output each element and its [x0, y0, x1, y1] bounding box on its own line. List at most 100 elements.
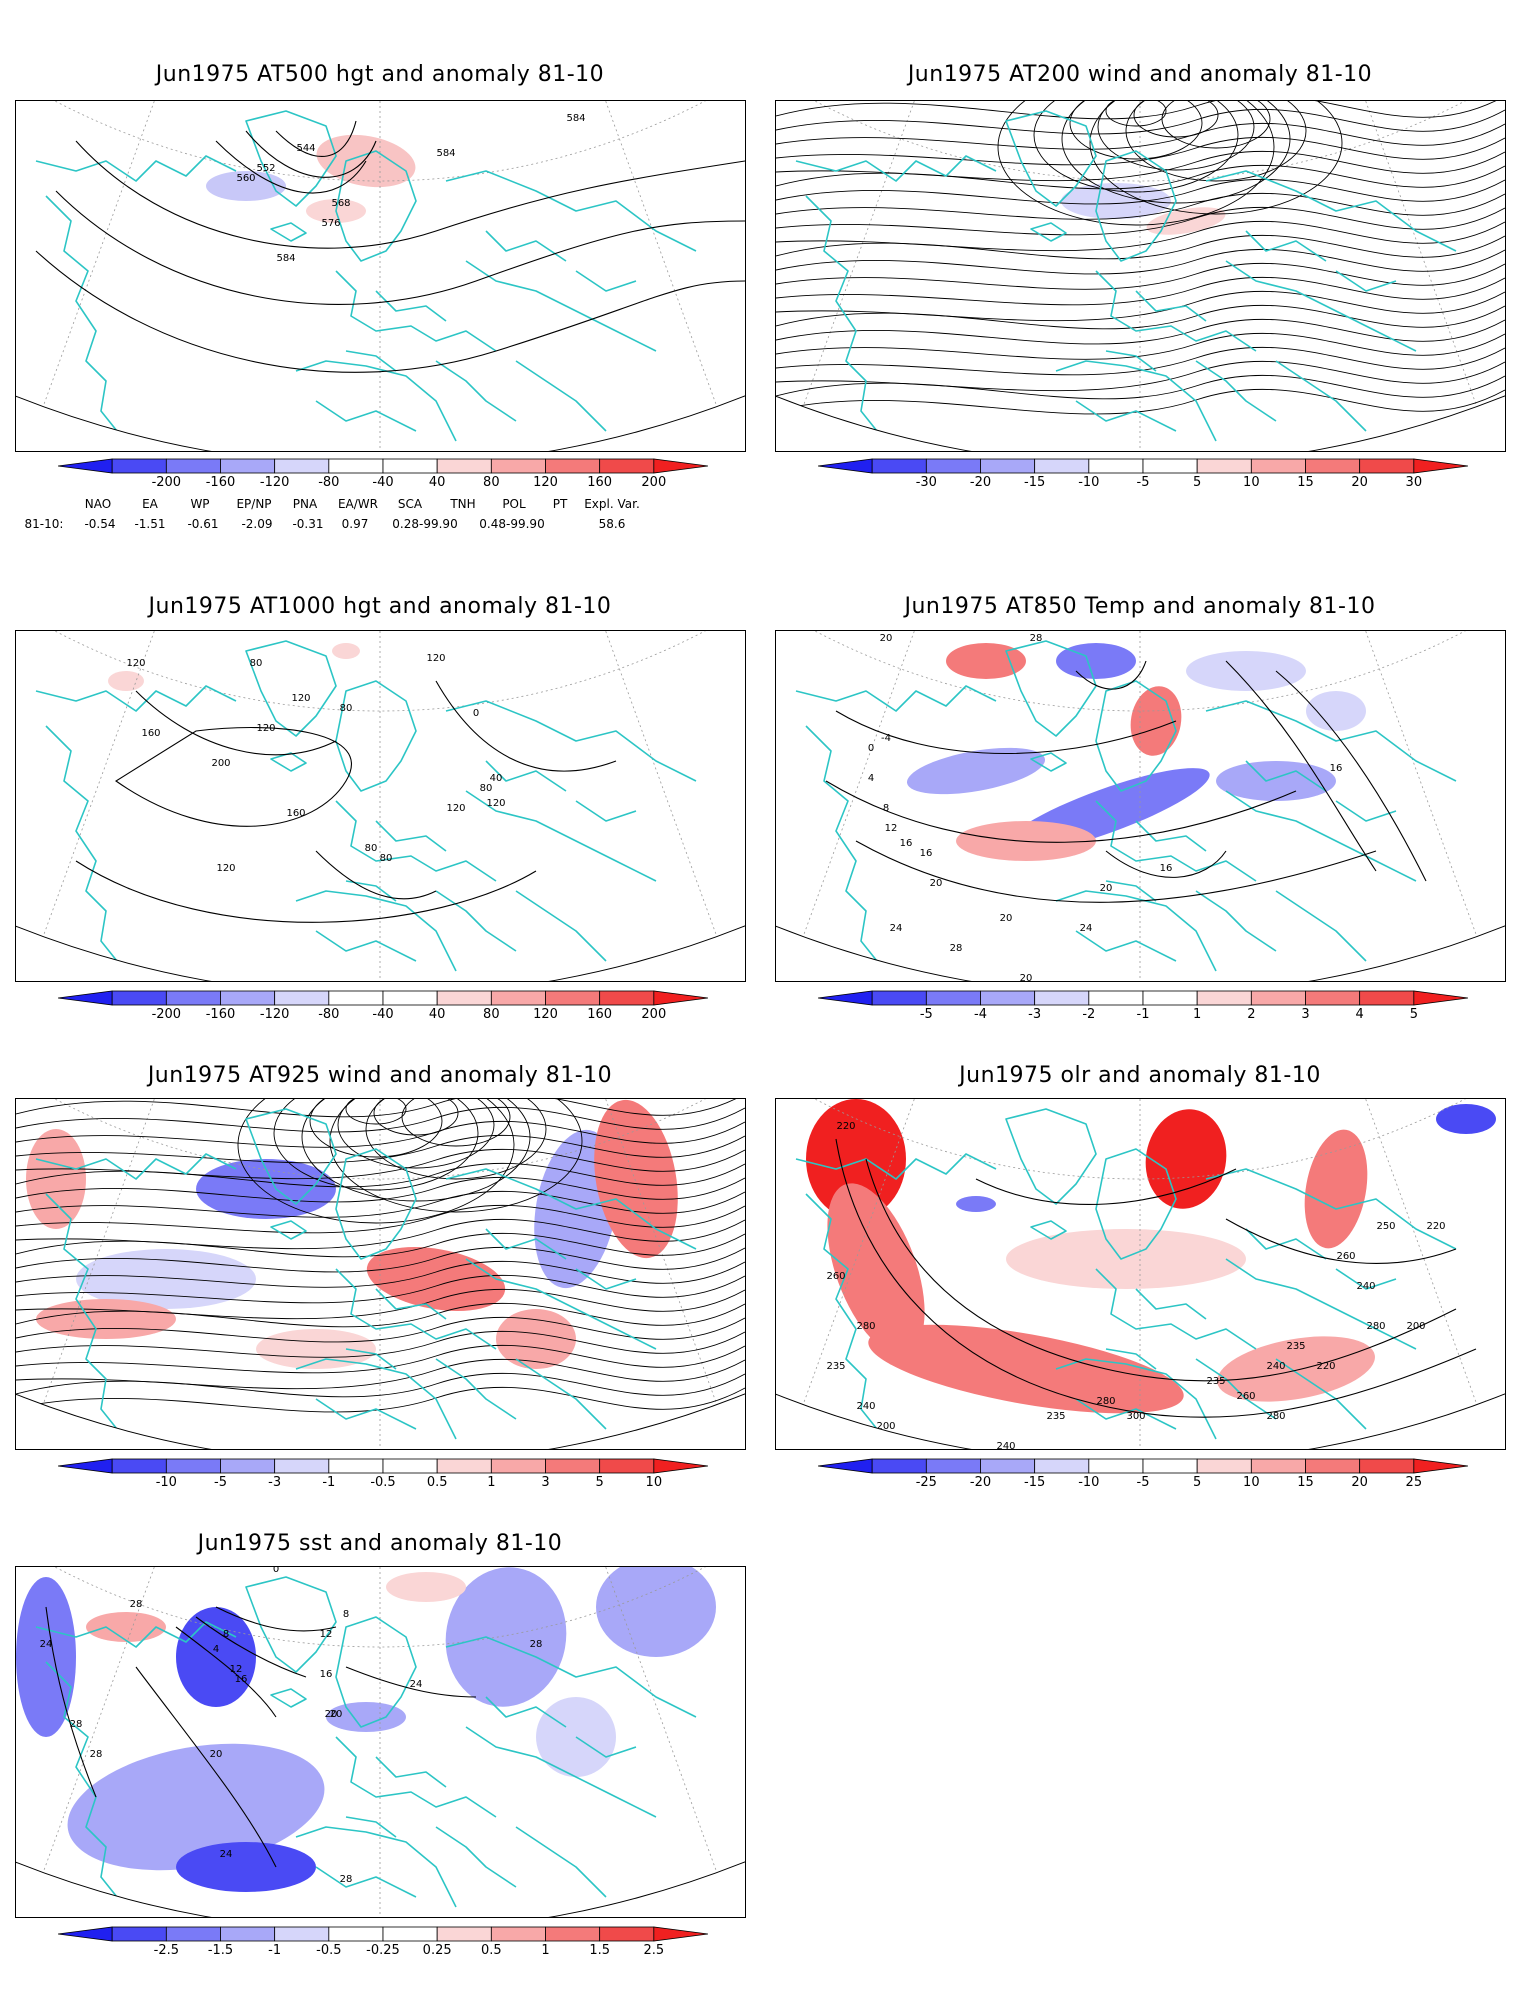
colorbar-tick-label: -1: [268, 1943, 282, 1958]
colorbar-tick-label: 0.5: [426, 1475, 448, 1490]
graticule: [16, 631, 745, 981]
colorbar-box: [925, 990, 981, 1006]
colorbar-tick-label: 120: [533, 475, 558, 490]
contour-label: 200: [876, 1421, 895, 1432]
anomaly-shading: [1217, 1336, 1375, 1402]
colorbar-tick-label: 80: [483, 475, 500, 490]
colorbar-high-arrow: [653, 458, 709, 474]
wind-streamlines: [776, 101, 1505, 415]
colorbar-tick-label: -120: [259, 475, 290, 490]
coastlines: [35, 1108, 697, 1440]
colorbar-low-arrow: [817, 990, 873, 1006]
colorbar-high-arrow: [1413, 1458, 1469, 1474]
colorbar-olr: -25 -20 -15 -10 -5 5 10 15 20 25: [817, 1458, 1469, 1494]
contour-label: 28: [130, 1599, 143, 1610]
contour-label: 80: [365, 843, 378, 854]
colorbar-box: [1088, 990, 1144, 1006]
contour-label: 20: [325, 1709, 338, 1720]
contour-label: 16: [320, 1669, 333, 1680]
colorbar-box: [1359, 458, 1415, 474]
colorbar-tick-label: -0.5: [370, 1475, 396, 1490]
index-value-cell: 58.6: [598, 517, 626, 531]
colorbar-tick-label: -10: [155, 1475, 177, 1490]
contour-label: 28: [1030, 633, 1043, 644]
index-header-cell: EA/WR: [337, 497, 379, 511]
panel-title-sst: Jun1975 sst and anomaly 81-10: [197, 1531, 563, 1556]
colorbar-box: [328, 990, 384, 1006]
contour-label: 16: [1330, 763, 1343, 774]
colorbar-box: [871, 990, 927, 1006]
colorbar-box: [382, 1458, 438, 1474]
contour-label: 240: [996, 1441, 1015, 1449]
panel-title-olr: Jun1975 olr and anomaly 81-10: [959, 1063, 1321, 1088]
colorbar-strip: [817, 990, 1469, 1006]
contour-lines: [835, 1138, 1477, 1418]
colorbar-box: [274, 458, 330, 474]
colorbar-sst: -2.5 -1.5 -1 -0.5 -0.25 0.25 0.5 1 1.5 2.5: [57, 1926, 709, 1962]
colorbar-tick-label: -5: [1136, 1475, 1150, 1490]
contour-label: 28: [530, 1639, 543, 1650]
index-value-cell: -0.54: [84, 517, 116, 531]
map-sst: 242828280841216202420282428281281620: [15, 1566, 746, 1918]
colorbar-tick-label: -200: [151, 1007, 182, 1022]
coastlines: [795, 110, 1457, 442]
colorbar-low-arrow: [57, 1926, 113, 1942]
colorbar-tick-label: 2: [1247, 1007, 1256, 1022]
contour-label: 28: [70, 1719, 83, 1730]
colorbar-box: [1196, 1458, 1252, 1474]
colorbar-tick-label: -1: [322, 1475, 336, 1490]
colorbar-box: [980, 990, 1036, 1006]
colorbar-high-arrow: [653, 1458, 709, 1474]
index-value-cell: 0.28-99.90: [392, 517, 458, 531]
contour-label: 584: [276, 253, 295, 264]
anomaly-shading: [196, 1159, 336, 1219]
colorbar-tick-label: -1: [1136, 1007, 1150, 1022]
colorbar-box: [165, 1458, 221, 1474]
colorbar-box: [1250, 458, 1306, 474]
colorbar-box: [382, 458, 438, 474]
anomaly-shading: [16, 1577, 76, 1737]
coastlines: [35, 1576, 697, 1908]
colorbar-tick-label: 0.5: [480, 1943, 502, 1958]
colorbar-tick-label: 15: [1297, 475, 1314, 490]
index-value-cell: 0.48-99.90: [479, 517, 545, 531]
contour-label: 40: [490, 773, 503, 784]
colorbar-tick-label: 30: [1405, 475, 1423, 490]
index-header-cell: PNA: [292, 497, 318, 511]
index-value-cell: -2.09: [241, 517, 273, 531]
colorbar-high-arrow: [1413, 458, 1469, 474]
colorbar-box: [490, 1926, 546, 1942]
contour-label: 120: [256, 723, 275, 734]
colorbar-low-arrow: [817, 1458, 873, 1474]
colorbar-1000hgt: -200 -160 -120 -80 -40 40 80 120 160 200: [57, 990, 709, 1026]
index-header-cell: NAO: [84, 497, 112, 511]
colorbar-500hgt: -200 -160 -120 -80 -40 40 80 120 160 200: [57, 458, 709, 494]
anomaly-shading: [386, 1572, 466, 1602]
colorbar-box: [220, 990, 276, 1006]
index-header-cell: EA: [142, 497, 158, 511]
anomaly-shading: [26, 1129, 86, 1229]
colorbar-tick-label: 0.25: [422, 1943, 452, 1958]
contour-label: 235: [1286, 1341, 1305, 1352]
colorbar-tick-label: 160: [587, 475, 613, 490]
colorbar-box: [980, 1458, 1036, 1474]
anomaly-shading: [1306, 691, 1366, 731]
colorbar-box: [1359, 1458, 1415, 1474]
contour-label: 235: [1046, 1411, 1065, 1422]
colorbar-box: [925, 1458, 981, 1474]
colorbar-box: [1250, 1458, 1306, 1474]
anomaly-shading: [108, 671, 144, 691]
index-value-cell: -0.61: [187, 517, 219, 531]
contour-label: 80: [250, 658, 263, 669]
contour-label: 120: [446, 803, 465, 814]
contour-label: 576: [321, 218, 340, 229]
anomaly-shading: [36, 1299, 176, 1339]
colorbar-tick-label: 5: [1193, 475, 1202, 490]
colorbar-tick-label: 5: [595, 1475, 604, 1490]
colorbar-tick-label: 5: [1193, 1475, 1202, 1490]
colorbar-tick-label: -20: [969, 1475, 992, 1490]
contour-label: 12: [320, 1629, 333, 1640]
colorbar-tick-label: 20: [1351, 1475, 1368, 1490]
